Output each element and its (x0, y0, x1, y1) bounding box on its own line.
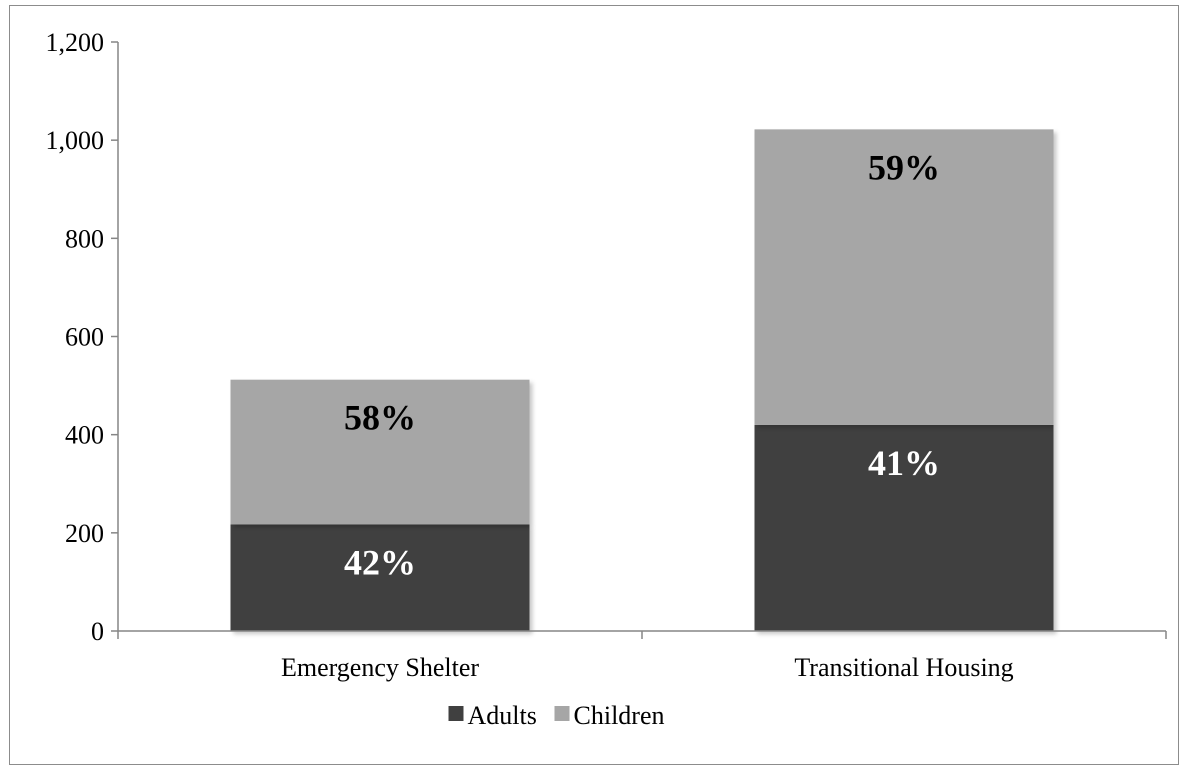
bar-adults-1 (754, 424, 1054, 631)
y-tick-label: 200 (65, 519, 104, 548)
x-category-label: Emergency Shelter (281, 653, 479, 682)
data-label-children-0: 58% (344, 398, 416, 438)
data-label-adults-0: 42% (344, 542, 416, 582)
bar-adults-0 (230, 524, 530, 631)
labels-layer: 42% 58% 41% 59% (344, 147, 940, 582)
legend-swatch-children (554, 706, 570, 721)
bar-children-1 (754, 129, 1054, 425)
y-tick-label: 0 (91, 617, 104, 646)
stacked-bar-chart: 0 200 400 600 800 1,000 1,200 Emergency Shelter… (46, 28, 1167, 730)
data-label-children-1: 59% (868, 147, 940, 187)
y-tick-label: 1,200 (46, 28, 105, 57)
legend: Adults Children (448, 701, 665, 730)
legend-label-children: Children (574, 701, 665, 730)
axes-layer: 0 200 400 600 800 1,000 1,200 Emergency Shelter… (46, 28, 1167, 682)
data-label-adults-1: 41% (868, 443, 940, 483)
bar-children-0 (230, 379, 530, 525)
y-tick-label: 400 (65, 421, 104, 450)
y-tick-label: 600 (65, 323, 104, 352)
chart-frame: 0 200 400 600 800 1,000 1,200 Emergency Shelter… (9, 5, 1179, 765)
y-tick-label: 800 (65, 224, 104, 253)
legend-swatch-adults (448, 706, 464, 721)
x-category-label: Transitional Housing (794, 653, 1013, 682)
y-tick-label: 1,000 (46, 126, 105, 155)
bars-layer (230, 129, 1054, 631)
legend-label-adults: Adults (468, 701, 537, 730)
